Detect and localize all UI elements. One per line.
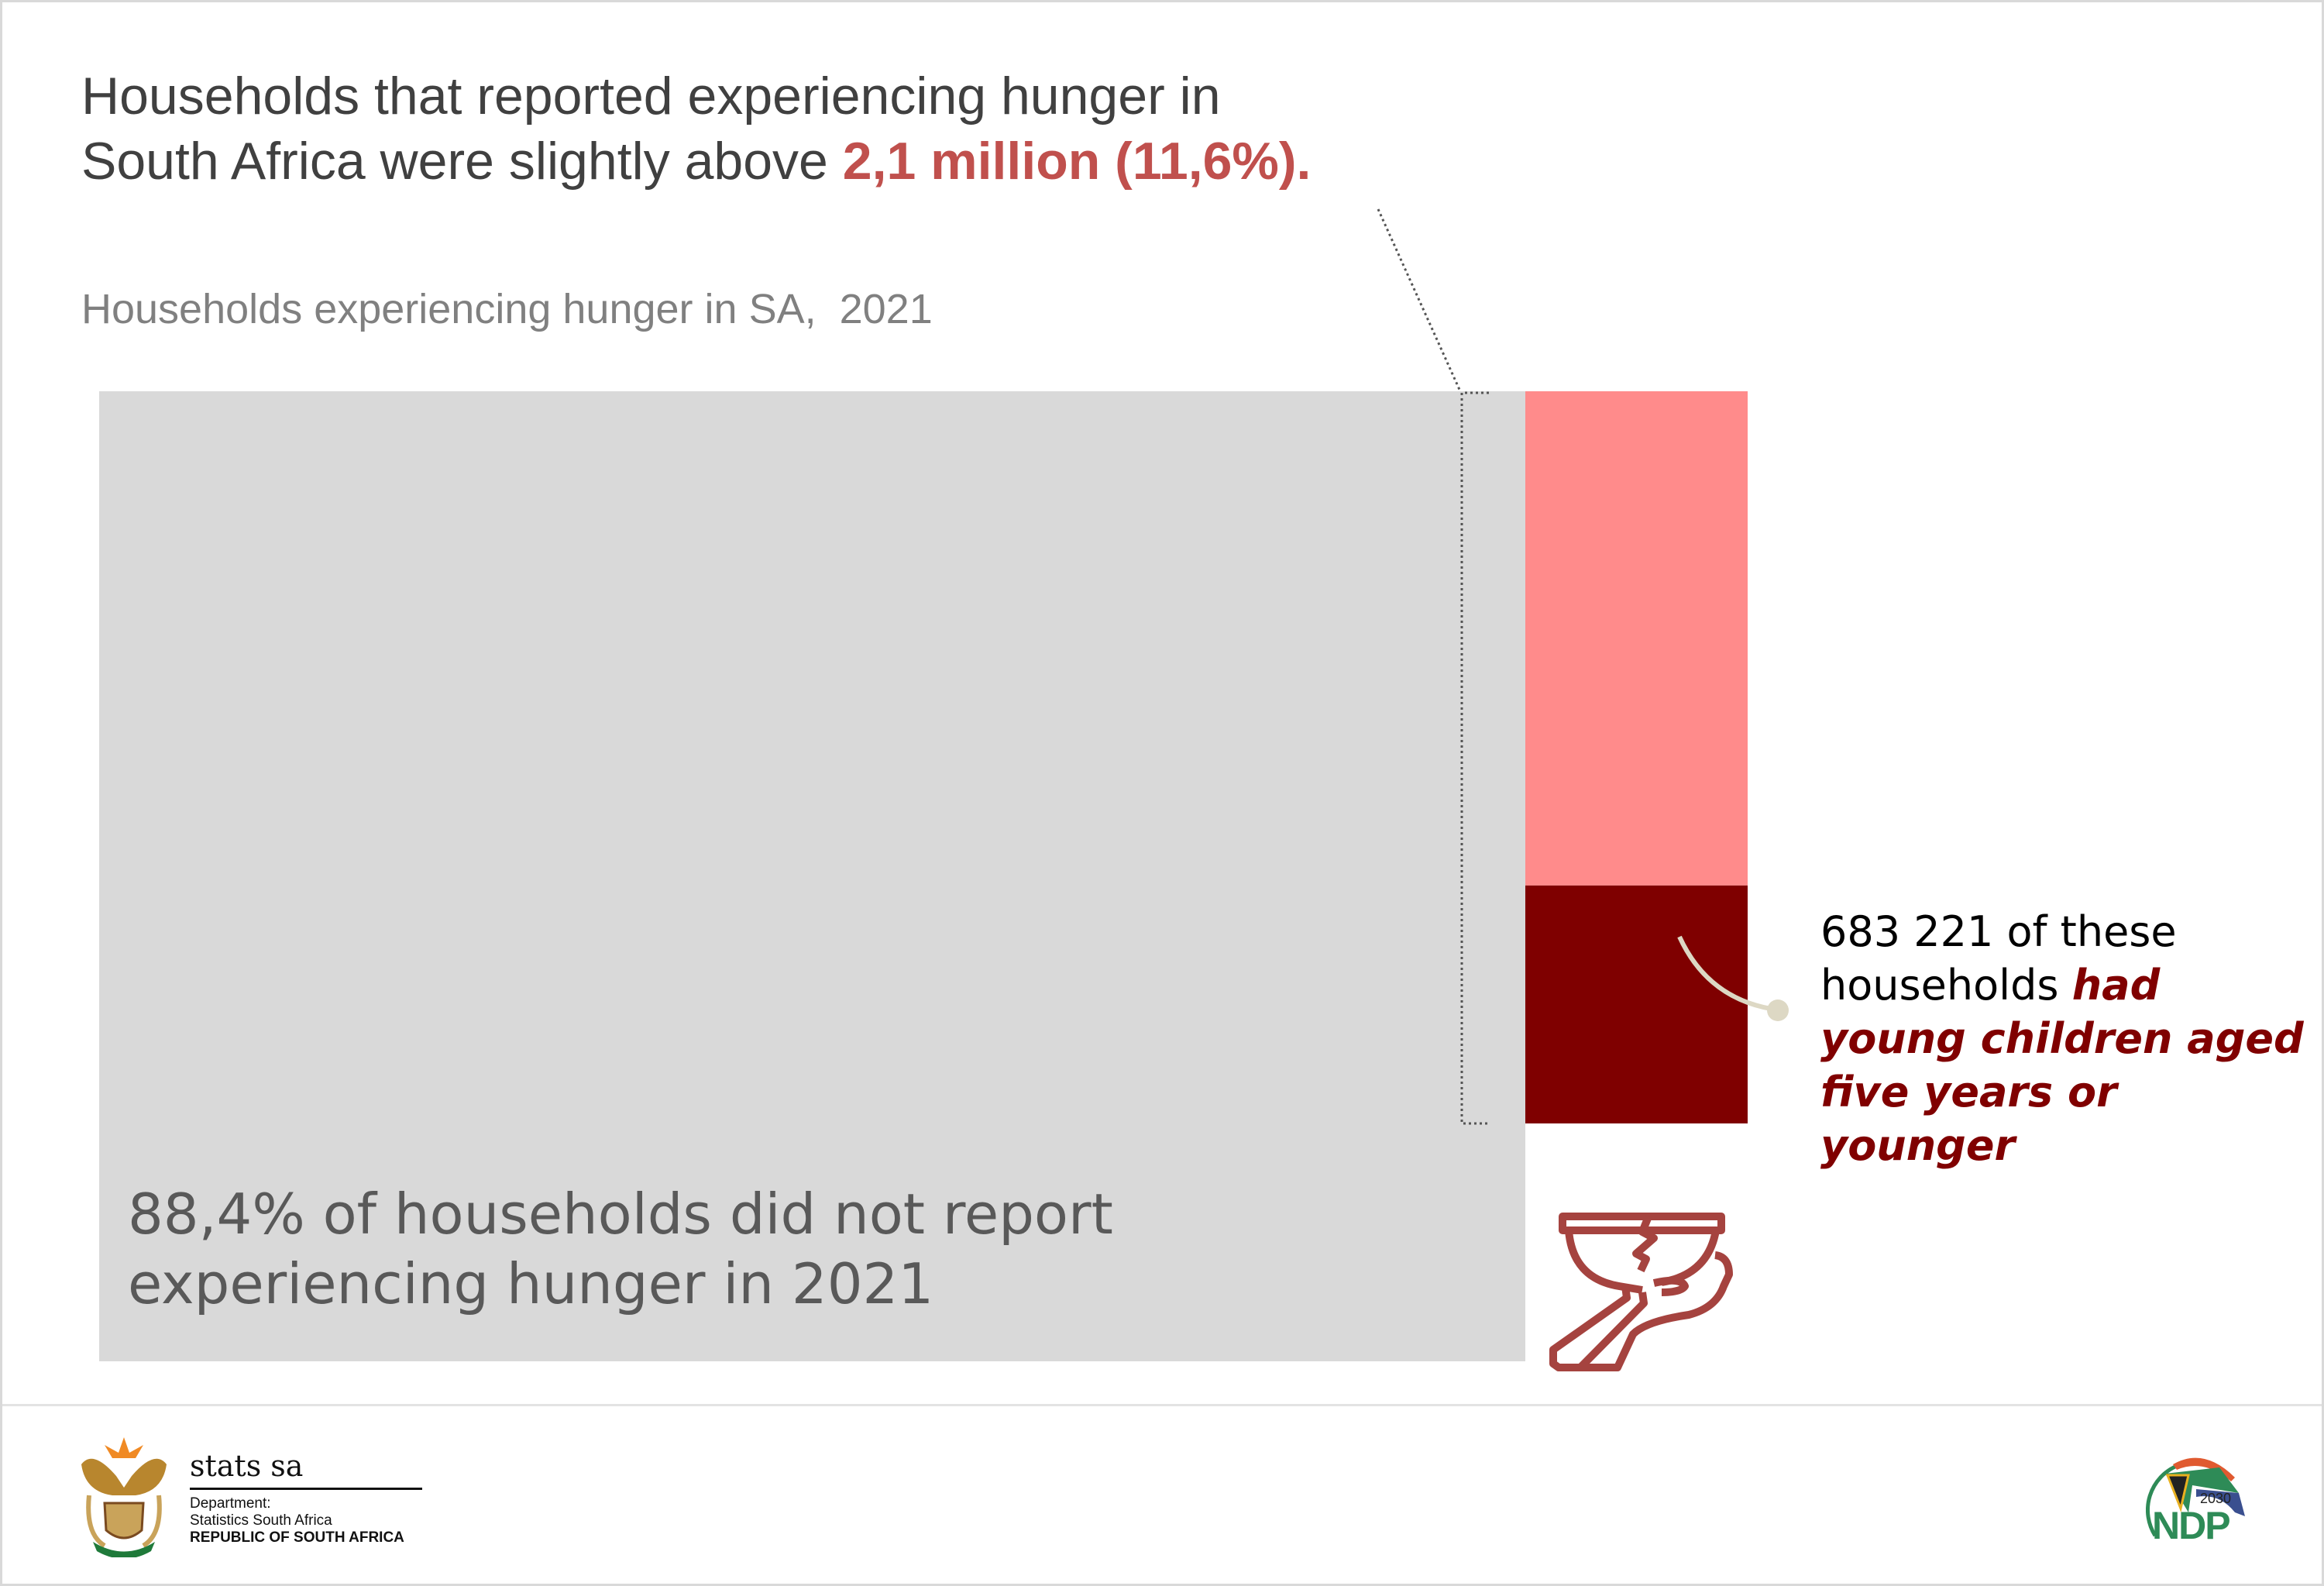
headline-line2: South Africa were slightly above 2,1 mil… xyxy=(81,129,1553,194)
not-hungry-note: 88,4% of households did not report exper… xyxy=(128,1179,1113,1319)
callout-line2-em: had xyxy=(2071,961,2161,1010)
hand-holding-broken-bowl-icon xyxy=(1549,1213,1733,1371)
ndp-2030-logo: 2030 NDP xyxy=(2146,1450,2250,1547)
logo-rule xyxy=(190,1488,422,1490)
callout-line4: five years or younger xyxy=(1820,1068,2117,1170)
ndp-year: 2030 xyxy=(2200,1491,2232,1506)
headline-line1: Households that reported experiencing hu… xyxy=(81,67,1221,126)
callout-connector xyxy=(1677,935,1776,1012)
callout-line3: young children aged xyxy=(1820,1014,2304,1063)
bar-hungry xyxy=(1525,391,1748,886)
footer-divider xyxy=(2,1404,2322,1406)
logo-dept: Department: xyxy=(190,1495,271,1512)
callout-line1: 683 221 of these xyxy=(1820,907,2177,956)
callout-line2: households had xyxy=(1820,958,2324,1012)
headline: Households that reported experiencing hu… xyxy=(81,64,1553,194)
not-hungry-note-line1: 88,4% of households did not report xyxy=(128,1182,1113,1247)
headline-highlight: 2,1 million (11,6%). xyxy=(842,132,1312,191)
bar-not-hungry xyxy=(99,391,1525,1361)
stats-sa-wordmark: stats sa xyxy=(190,1449,304,1483)
callout-line2-prefix: households xyxy=(1820,961,2072,1010)
not-hungry-note-line2: experiencing hunger in 2021 xyxy=(128,1251,934,1316)
coat-of-arms-icon xyxy=(81,1437,167,1557)
hunger-bracket xyxy=(1460,391,1489,1125)
logo-country: REPUBLIC OF SOUTH AFRICA xyxy=(190,1529,404,1546)
headline-line2-prefix: South Africa were slightly above xyxy=(81,132,843,191)
callout-dot xyxy=(1767,999,1789,1021)
chart-title: Households experiencing hunger in SA, 20… xyxy=(81,286,933,332)
stats-sa-logo: stats sa Department: Statistics South Af… xyxy=(74,1433,438,1557)
bar-hungry-children xyxy=(1525,885,1748,1123)
ndp-wordmark: NDP xyxy=(2152,1504,2231,1547)
logo-org: Statistics South Africa xyxy=(190,1512,332,1529)
leader-line xyxy=(1377,208,1462,392)
ndp-flag-icon xyxy=(2146,1457,2245,1537)
children-callout: 683 221 of these households had young ch… xyxy=(1820,905,2324,1172)
logo-text: Department: Statistics South Africa REPU… xyxy=(190,1495,404,1546)
